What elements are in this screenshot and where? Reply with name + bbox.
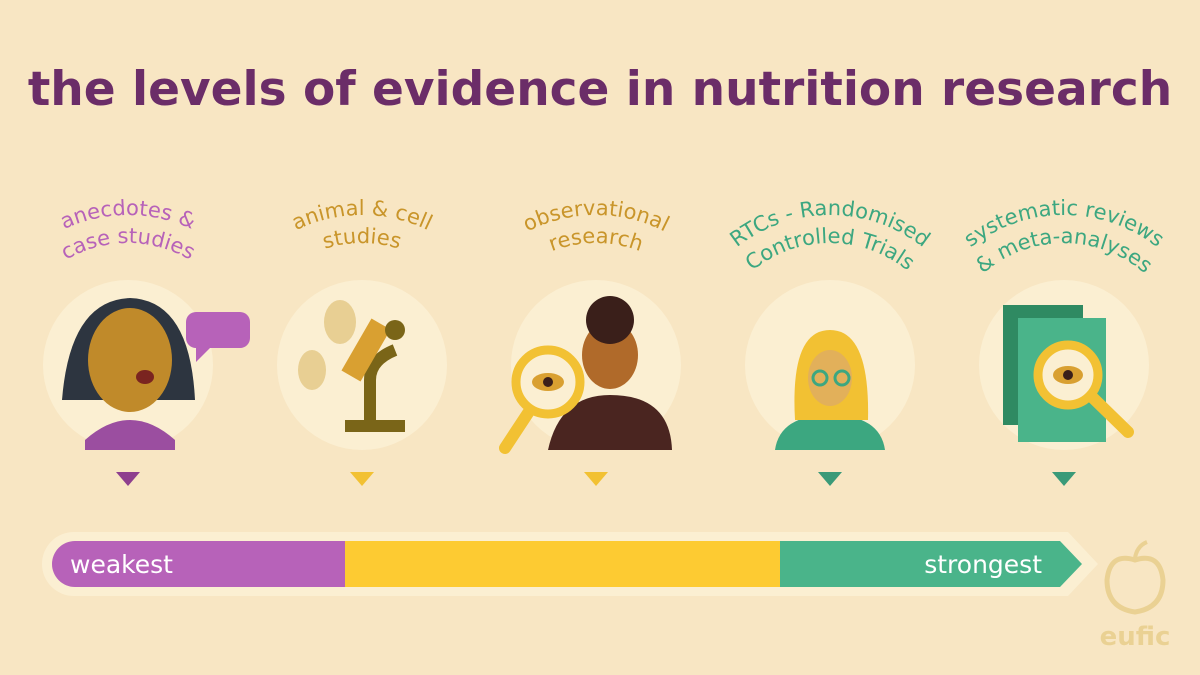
level-marker [116,472,140,486]
level-marker [818,472,842,486]
illustration-systematic [1003,305,1134,442]
illustration-observational [499,296,672,454]
level-marker [584,472,608,486]
illustration-microscope [298,300,405,432]
title: the levels of evidence in nutrition rese… [28,62,1172,117]
scale-weak [52,541,345,587]
illustration-rct [775,330,885,450]
illustration-anecdotes [62,298,250,450]
level-marker [350,472,374,486]
evidence-scale: weakest strongest [42,532,1098,596]
logo-text: eufic [1100,622,1171,652]
level-marker [1052,472,1076,486]
scale-middle [345,541,781,587]
logo: eufic [1100,540,1171,652]
scale-high: strongest [924,550,1042,579]
scale-strong [780,541,1082,587]
scale-low: weakest [70,550,173,579]
